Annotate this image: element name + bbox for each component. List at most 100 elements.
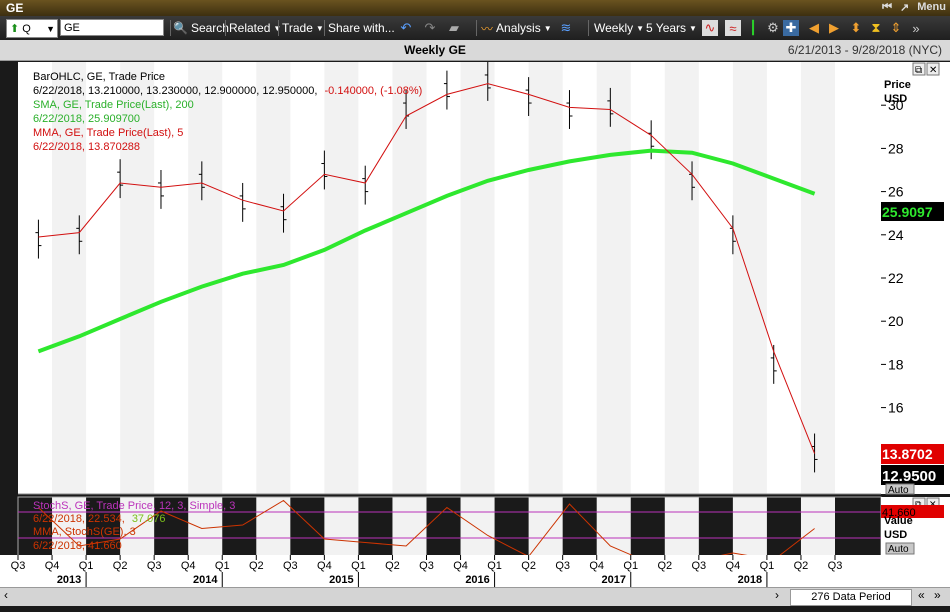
quarter-label: Q2 [385,560,400,572]
data-period-select[interactable]: 276 Data Period [790,589,912,606]
zoom-in-button[interactable]: » [934,588,941,602]
search-icon: 🔍 [173,21,188,35]
share-button[interactable]: Share with... [328,21,395,35]
related-button[interactable]: Related ▼ [229,16,281,40]
quarter-label: Q2 [657,560,672,572]
bar-chart-icon[interactable]: ┃ [749,20,757,35]
stoch-legend-second: 37.076 [132,513,166,525]
quarter-label: Q2 [113,560,128,572]
scroll-right-button[interactable]: › [775,588,779,602]
stoch-auto-button[interactable] [885,542,915,555]
quarter-label: Q1 [623,560,638,572]
price-tick-label: 26 [888,184,904,200]
quarter-label: Q1 [487,560,502,572]
mma-badge [881,444,944,464]
year-label: 2015 [329,574,353,586]
restore-icon: ⧉ [915,499,922,509]
close-pane-button[interactable] [926,62,940,76]
quarter-label: Q3 [419,560,434,572]
year-label: 2018 [738,574,762,586]
price-tick-label: 30 [888,97,904,113]
trade-button[interactable]: Trade ▼ [282,21,324,35]
price-tick-label: 20 [888,313,904,329]
analysis-icon: 〰 [481,21,494,36]
quarter-label: Q1 [215,560,230,572]
quarter-label: Q2 [521,560,536,572]
price-tick-label: 16 [888,400,904,416]
compare-chart-icon[interactable]: ≈ [725,20,741,36]
undo-icon[interactable]: ↶ [400,20,412,35]
divider [588,20,589,36]
restore-pane-button[interactable] [912,62,926,76]
quarter-bands [52,62,835,494]
stoch-mma-value: 6/22/2018, 41.660 [33,540,122,552]
more-icon[interactable]: » [912,20,920,36]
stoch-axis-title: Value [884,515,913,527]
price-axis[interactable] [881,62,950,494]
stoch-badge [881,505,944,518]
scroll-left-button[interactable]: ‹ [4,588,8,602]
quarter-band [324,62,359,494]
range-select[interactable]: 5 Years ▼ [646,21,697,35]
back-icon[interactable]: ⏮ [882,1,893,13]
scroll-bar[interactable]: ‹ › 276 Data Period « » [0,587,950,606]
svg-text:6/22/2018, 13.210000, 13.23000: 6/22/2018, 13.210000, 13.230000, 12.9000… [33,85,422,97]
period-select[interactable]: Weekly ▼ [594,21,645,35]
fit-icon[interactable]: ⇕ [890,20,902,35]
price-tick-label: 22 [888,270,904,286]
time-axis[interactable] [0,555,950,587]
quarter-label: Q3 [691,560,706,572]
ohlc-legend-title: BarOHLC, GE, Trade Price [33,71,165,83]
hourglass-icon[interactable]: ⧗ [871,20,881,35]
price-tick-label: 24 [888,227,904,243]
quarter-label: Q2 [249,560,264,572]
scroll-right-icon[interactable]: ▶ [829,20,839,35]
price-axis-unit: USD [884,93,907,105]
redo-icon[interactable]: ↷ [424,20,436,35]
quarter-label: Q4 [589,560,604,572]
zoom-vertical-icon[interactable]: ⬍ [850,20,862,35]
folder-icon[interactable]: ▰ [449,20,459,35]
quarter-label: Q4 [45,560,60,572]
close-icon: ✕ [929,499,937,509]
quarter-label: Q3 [283,560,298,572]
scroll-left-icon[interactable]: ◀ [809,20,819,35]
price-auto-button[interactable] [885,483,915,495]
mma-badge-text: 13.8702 [882,446,933,462]
line-chart-icon[interactable]: ∿ [702,20,718,36]
sma-badge-text: 25.9097 [882,204,933,220]
close-icon: ✕ [929,65,937,76]
crosshair-icon[interactable]: ✚ [783,20,799,36]
chevron-down-icon: ▼ [636,23,645,33]
chevron-down-icon: ▼ [46,23,55,34]
chart-area[interactable]: BarOHLC, GE, Trade Price 6/22/2018, 13.2… [0,60,950,587]
stoch-badge-text: 41.660 [882,507,916,519]
ohlc-bars [35,62,818,473]
quarter-band [188,62,223,494]
sma-legend-title: SMA, GE, Trade Price(Last), 200 [33,99,194,111]
last-price-badge-text: 12.9500 [882,468,936,485]
divider [170,20,171,36]
price-ticks: 30 28 26 24 22 20 18 16 [881,97,904,416]
quarter-band [392,62,427,494]
year-label: 2016 [465,574,489,586]
quarter-label: Q2 [794,560,809,572]
chart-title: Weekly GE [404,43,466,57]
symbol-input[interactable]: GE [60,19,164,36]
settings-icon[interactable]: ⚙ [767,20,779,35]
quarter-label: Q4 [726,560,741,572]
studies-icon[interactable]: ≋ [560,20,572,35]
quarter-label: Q4 [317,560,332,572]
zoom-out-button[interactable]: « [918,588,925,602]
date-range: 6/21/2013 - 9/28/2018 (NYC) [787,43,942,57]
quarter-label: Q4 [453,560,468,572]
menu-button[interactable]: Menu [917,1,946,13]
search-button[interactable]: 🔍 Search [173,21,229,35]
chevron-down-icon: ▼ [315,23,324,33]
analysis-button[interactable]: 〰 Analysis ▼ [481,21,552,36]
price-auto-label: Auto [888,485,909,496]
quarter-band [800,62,835,494]
quarter-band [596,62,631,494]
symbol-type-select[interactable]: ⬆ Q ▼ [6,19,58,38]
pin-icon[interactable]: ↗ [900,2,910,14]
